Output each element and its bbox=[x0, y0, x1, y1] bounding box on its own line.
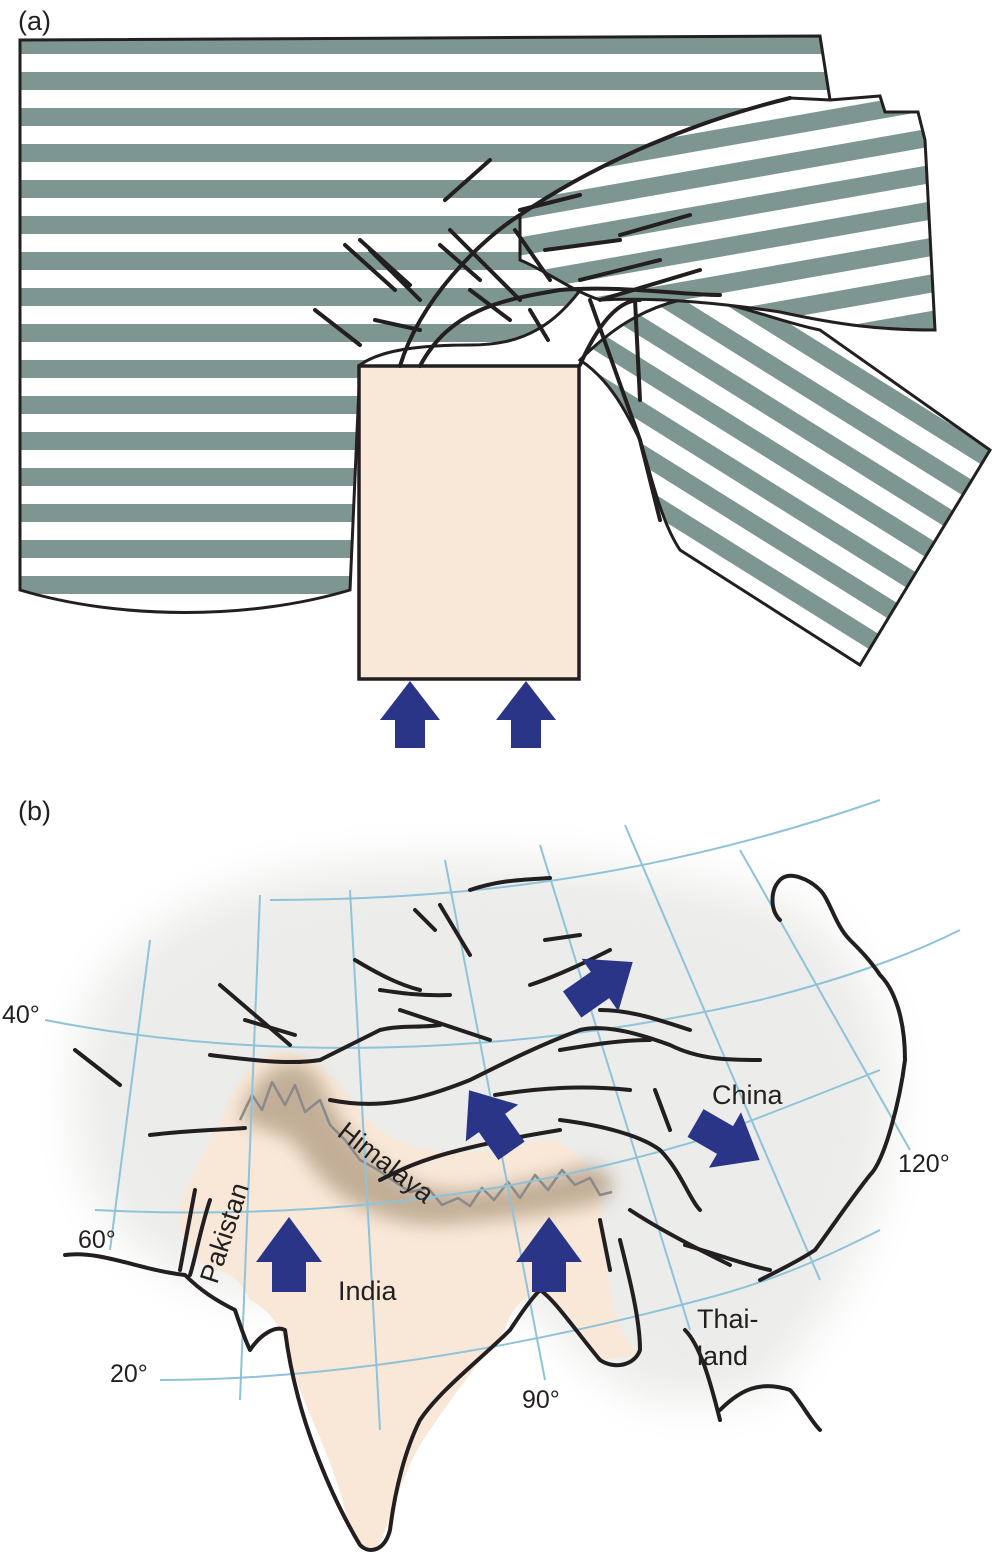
himalaya-belt bbox=[240, 1063, 613, 1225]
faults-panel-a bbox=[313, 96, 792, 522]
india-landmass bbox=[179, 1052, 641, 1551]
panel-b: (b) bbox=[2, 796, 961, 1552]
label-india: India bbox=[338, 1276, 398, 1306]
panel-a: (a) bbox=[18, 6, 993, 748]
up-arrow-icon bbox=[380, 681, 440, 748]
graticule bbox=[44, 799, 961, 1431]
panel-a-label: (a) bbox=[18, 6, 51, 36]
label-china: China bbox=[712, 1080, 784, 1110]
coastline bbox=[63, 873, 907, 1552]
striped-plate-escaped bbox=[577, 297, 993, 668]
label-lon-120: 120° bbox=[898, 1150, 950, 1178]
himalaya-peaks bbox=[238, 1080, 613, 1208]
panel-b-label: (b) bbox=[18, 796, 51, 826]
label-lon-60: 60° bbox=[78, 1226, 116, 1254]
up-arrow-icon bbox=[516, 1217, 582, 1292]
up-arrow-icon bbox=[496, 681, 556, 748]
southeast-arrow-icon bbox=[687, 1109, 760, 1168]
indenter-block bbox=[357, 364, 581, 681]
southeast-arrow-icon bbox=[465, 1090, 525, 1161]
northeast-arrow-icon bbox=[562, 958, 633, 1018]
faults-panel-b bbox=[73, 876, 772, 1277]
label-lat-20: 20° bbox=[110, 1360, 148, 1388]
up-arrow-icon bbox=[256, 1217, 322, 1292]
label-thailand-line2: land bbox=[697, 1341, 748, 1371]
label-lat-40: 40° bbox=[2, 1001, 40, 1029]
label-thailand-line1: Thai- bbox=[697, 1304, 759, 1334]
label-lon-90: 90° bbox=[522, 1386, 560, 1414]
